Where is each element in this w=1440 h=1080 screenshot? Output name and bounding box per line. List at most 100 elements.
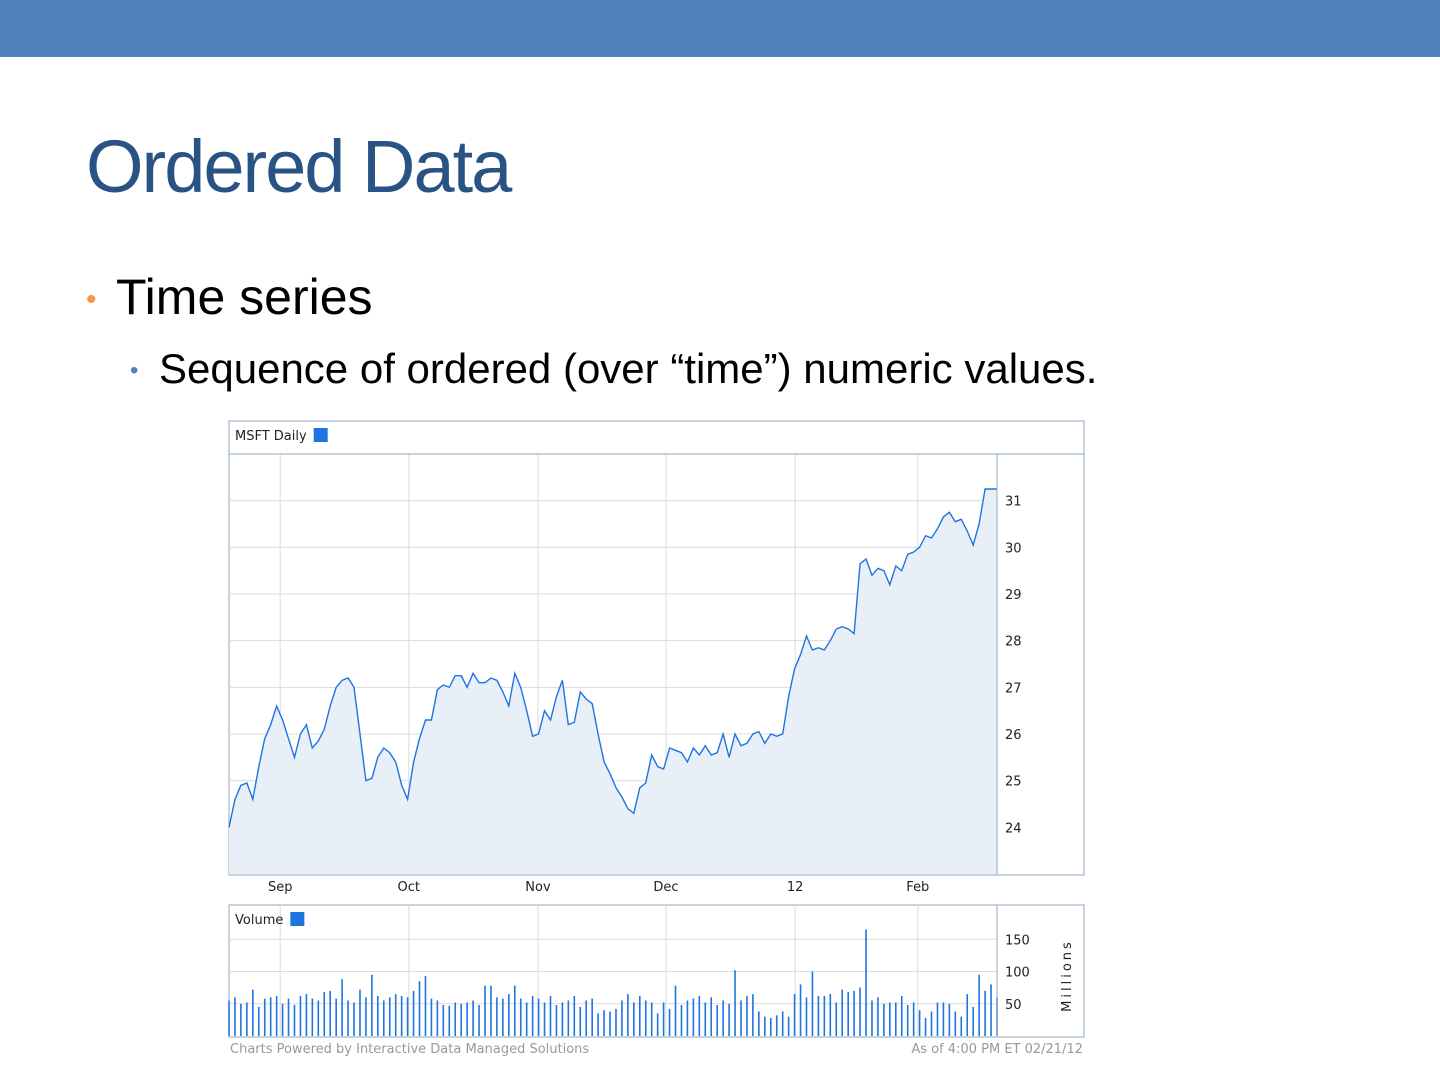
y-tick-label: 50 (1005, 998, 1022, 1013)
y-tick-label: 100 (1005, 966, 1030, 981)
volume-bar (609, 1011, 611, 1036)
y-tick-label: 30 (1005, 541, 1022, 556)
sub-bullet-text: Sequence of ordered (over “time”) numeri… (159, 345, 1097, 392)
legend-swatch (313, 428, 328, 442)
x-tick-label: Sep (268, 880, 293, 895)
volume-bar (585, 1000, 588, 1036)
slide-title: Ordered Data (86, 125, 513, 208)
volume-bar (335, 998, 337, 1036)
volume-bar (460, 1003, 462, 1036)
y-tick-label: 31 (1005, 495, 1022, 510)
volume-bar (698, 996, 701, 1036)
volume-bar (287, 998, 290, 1036)
volume-bar (853, 990, 855, 1036)
volume-bar (859, 987, 861, 1036)
volume-bar (567, 1000, 570, 1036)
volume-bar (418, 981, 421, 1036)
volume-bar (644, 1000, 647, 1036)
volume-bar (543, 1002, 546, 1036)
volume-bar (603, 1010, 605, 1036)
volume-bar (472, 1000, 474, 1036)
volume-bar (234, 997, 236, 1036)
volume-bar (650, 1002, 653, 1036)
volume-bar (311, 998, 314, 1036)
volume-bar (716, 1005, 718, 1036)
volume-bar (591, 998, 593, 1036)
volume-bar (400, 996, 403, 1036)
volume-bar (972, 1006, 974, 1036)
volume-bar (597, 1013, 599, 1036)
x-tick-label: Feb (906, 880, 929, 895)
volume-bar (638, 996, 641, 1036)
volume-bar (382, 1000, 385, 1036)
price-line (228, 488, 997, 828)
volume-bar (829, 994, 832, 1036)
footer-timestamp: As of 4:00 PM ET 02/21/12 (911, 1042, 1083, 1057)
volume-bar (454, 1002, 457, 1036)
volume-bar (793, 994, 796, 1036)
volume-bar (936, 1002, 939, 1036)
volume-bar (942, 1002, 945, 1036)
volume-bar (746, 996, 748, 1036)
volume-bar (889, 1002, 891, 1036)
volume-bar (799, 984, 802, 1036)
volume-bar (734, 970, 736, 1036)
x-tick-label: Dec (653, 880, 678, 895)
volume-bar (966, 994, 969, 1036)
volume-bar (293, 1005, 296, 1036)
volume-bar (865, 929, 867, 1036)
x-tick-label: Oct (398, 880, 420, 895)
volume-bar (424, 976, 427, 1036)
y-tick-label: 26 (1005, 728, 1022, 743)
legend-label: MSFT Daily (235, 429, 307, 444)
volume-bar (823, 996, 826, 1036)
volume-bar (448, 1005, 451, 1036)
volume-bar (615, 1008, 617, 1036)
volume-bar (442, 1005, 445, 1036)
volume-bar (359, 989, 361, 1036)
volume-bar (573, 996, 576, 1036)
volume-bar (662, 1002, 665, 1036)
volume-bar (257, 1006, 260, 1036)
volume-bar (728, 1003, 730, 1036)
volume-bar (508, 994, 510, 1036)
volume-bar (621, 1000, 623, 1036)
volume-bar (388, 997, 391, 1036)
x-tick-label: Nov (525, 880, 551, 895)
volume-bar (906, 1005, 909, 1036)
volume-bar (525, 1002, 528, 1036)
volume-bar (484, 985, 486, 1036)
y-tick-label: 24 (1005, 821, 1022, 836)
volume-bar (752, 994, 754, 1036)
volume-bar (281, 1003, 284, 1036)
volume-bar (353, 1002, 355, 1036)
volume-bar (871, 1000, 873, 1036)
volume-bar (984, 990, 986, 1036)
volume-bar (960, 1016, 963, 1036)
volume-bar (775, 1015, 778, 1036)
volume-bar (633, 1002, 635, 1036)
volume-bar (329, 990, 332, 1036)
volume-bar (252, 989, 254, 1036)
volume-bar (555, 1005, 558, 1036)
volume-bar (406, 997, 409, 1036)
area-fill (229, 489, 997, 874)
volume-bar (680, 1005, 683, 1036)
volume-bar (948, 1003, 951, 1036)
volume-bar (263, 998, 266, 1036)
y-axis-label: Millions (1060, 939, 1075, 1012)
volume-bar (918, 1010, 921, 1036)
volume-bar (275, 996, 278, 1036)
volume-bar (990, 984, 992, 1036)
volume-bar (787, 1016, 790, 1036)
volume-bar (930, 1011, 933, 1036)
volume-bar (674, 985, 677, 1036)
volume-bar (537, 998, 540, 1036)
volume-bar (496, 997, 498, 1036)
volume-bar (692, 998, 695, 1036)
volume-bar (317, 1000, 320, 1036)
volume-bar (781, 1011, 784, 1036)
volume-bar (323, 992, 326, 1036)
